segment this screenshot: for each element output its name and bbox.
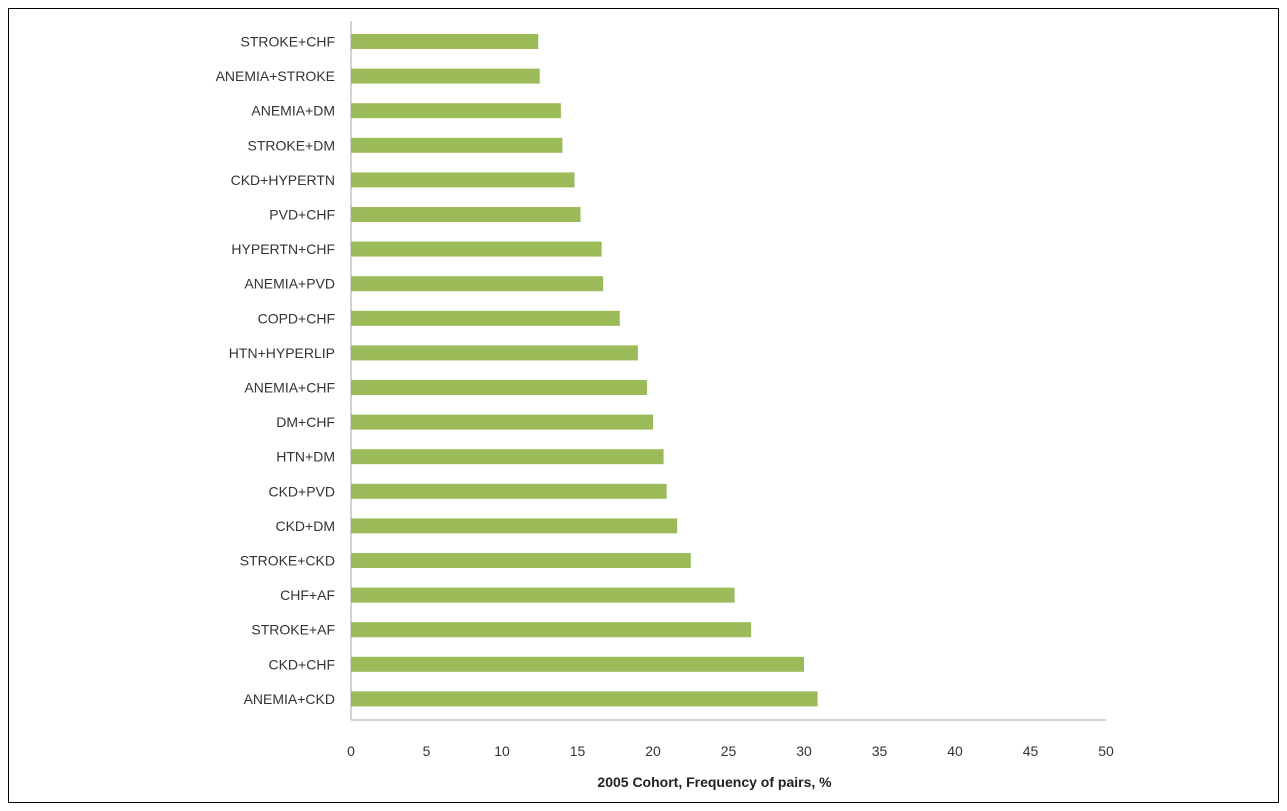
bar-stroke-dm: [351, 137, 563, 153]
x-axis-title: 2005 Cohort, Frequency of pairs, %: [597, 774, 832, 790]
category-label: ANEMIA+DM: [251, 103, 335, 119]
category-label: CHF+AF: [280, 587, 335, 603]
category-label: CKD+CHF: [268, 656, 335, 672]
x-tick-label: 5: [423, 743, 431, 759]
bar-stroke-af: [351, 622, 752, 638]
category-label: DM+CHF: [276, 414, 335, 430]
category-label: STROKE+CKD: [240, 553, 335, 569]
x-tick-label: 50: [1098, 743, 1114, 759]
bar-anemia-pvd: [351, 276, 604, 292]
category-label: HTN+DM: [276, 449, 335, 465]
category-label: STROKE+DM: [247, 137, 335, 153]
bar-stroke-chf: [351, 34, 539, 49]
category-label: ANEMIA+CKD: [244, 691, 335, 707]
x-tick-label: 20: [645, 743, 661, 759]
x-tick-label: 40: [947, 743, 963, 759]
category-label: COPD+CHF: [258, 310, 335, 326]
bar-dm-chf: [351, 414, 653, 430]
category-label: ANEMIA+CHF: [244, 380, 335, 396]
category-label: CKD+HYPERTN: [231, 172, 335, 188]
x-axis-ticks: 0 5 10 15 20 25 30 35 40 45 50: [347, 743, 1114, 759]
bar-anemia-ckd: [351, 691, 818, 707]
bar-anemia-chf: [351, 380, 647, 395]
bar-htn-hyperlip: [351, 345, 638, 361]
category-label: STROKE+AF: [251, 622, 335, 638]
bars-group: [351, 34, 818, 707]
bar-ckd-chf: [351, 656, 804, 672]
bar-htn-dm: [351, 449, 664, 465]
bar-copd-chf: [351, 310, 620, 326]
bar-chf-af: [351, 587, 735, 603]
bar-chart: STROKE+CHF ANEMIA+STROKE ANEMIA+DM STROKE+D…: [216, 21, 1114, 790]
x-tick-label: 15: [570, 743, 586, 759]
bar-anemia-stroke: [351, 68, 540, 84]
category-label: HYPERTN+CHF: [231, 241, 335, 257]
bar-ckd-dm: [351, 518, 678, 534]
x-tick-label: 45: [1023, 743, 1039, 759]
x-tick-label: 30: [796, 743, 812, 759]
bar-ckd-pvd: [351, 483, 667, 499]
x-tick-label: 25: [721, 743, 737, 759]
x-tick-label: 10: [494, 743, 510, 759]
bar-stroke-ckd: [351, 553, 691, 568]
bar-anemia-dm: [351, 103, 561, 119]
chart-frame: STROKE+CHF ANEMIA+STROKE ANEMIA+DM STROKE+D…: [8, 8, 1279, 803]
category-label: STROKE+CHF: [240, 34, 335, 50]
category-label: PVD+CHF: [269, 207, 335, 223]
category-label: CKD+DM: [275, 518, 335, 534]
category-label: ANEMIA+PVD: [244, 276, 335, 292]
category-label: HTN+HYPERLIP: [229, 345, 335, 361]
bar-pvd-chf: [351, 207, 581, 222]
category-label: ANEMIA+STROKE: [216, 68, 335, 84]
category-label: CKD+PVD: [268, 483, 335, 499]
x-tick-label: 35: [872, 743, 888, 759]
category-labels: STROKE+CHF ANEMIA+STROKE ANEMIA+DM STROKE+D…: [216, 34, 335, 707]
bar-hypertn-chf: [351, 241, 602, 257]
bar-ckd-hypertn: [351, 172, 575, 188]
x-tick-label: 0: [347, 743, 355, 759]
